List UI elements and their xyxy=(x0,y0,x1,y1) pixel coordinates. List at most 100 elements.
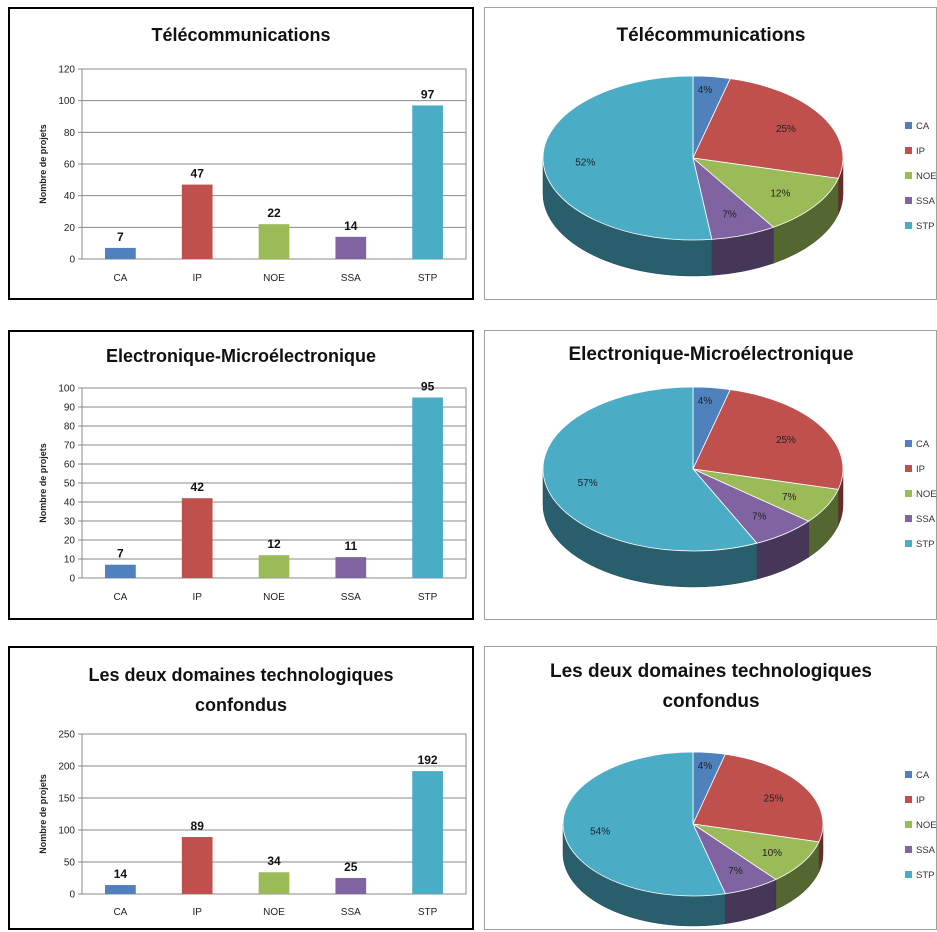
slice-stp xyxy=(542,386,758,552)
slice-label-ip: 25% xyxy=(776,435,796,446)
y-tick-label: 120 xyxy=(58,65,75,76)
x-tick-label-ip: IP xyxy=(192,273,202,284)
legend-label-ssa: SSA xyxy=(916,196,936,207)
bar-chart-telecom: Télécommunications 0 20 40 60 80 100 120 Nombre … xyxy=(38,25,467,284)
x-tick-label-ssa: SSA xyxy=(341,907,361,918)
y-tick-label: 100 xyxy=(58,96,75,107)
data-label-stp: 192 xyxy=(418,753,438,767)
chart-title-line-1: Les deux domaines technologiques xyxy=(550,661,872,682)
slice-noe xyxy=(692,823,820,880)
slice-label-noe: 7% xyxy=(782,492,797,503)
y-tick-label: 100 xyxy=(58,826,75,837)
pie-chart-electronique: Electronique-Microélectronique 4% 25% 7% 7% 5… xyxy=(542,344,937,588)
y-tick-label: 200 xyxy=(58,762,75,773)
y-tick-label: 20 xyxy=(64,223,76,234)
bar-noe xyxy=(258,872,290,894)
slice-stp xyxy=(562,751,726,897)
y-tick-label: 40 xyxy=(64,191,76,202)
chart-title: Télécommunications xyxy=(617,25,806,46)
chart-title-line-2: confondus xyxy=(195,695,287,715)
y-tick-label: 20 xyxy=(64,536,76,547)
slice-ip xyxy=(692,753,824,843)
slice-stp xyxy=(542,75,713,241)
legend-label-ca: CA xyxy=(916,439,930,450)
slice-label-ssa: 7% xyxy=(722,210,737,221)
y-tick-label: 50 xyxy=(64,479,76,490)
data-label-ca: 14 xyxy=(114,867,128,881)
data-label-stp: 95 xyxy=(421,380,435,394)
legend-label-stp: STP xyxy=(916,221,934,232)
x-tick-label-stp: STP xyxy=(418,592,438,603)
pie-chart-combined: Les deux domaines technologiques confondu… xyxy=(550,661,937,927)
data-label-ssa: 14 xyxy=(344,219,358,233)
legend-swatch-stp xyxy=(905,871,912,878)
bar-chart-panel-combined: Les deux domaines technologiques confondu… xyxy=(8,646,474,930)
pie-chart-panel-telecom: Télécommunications 4% 25% 12% 7% 52% CA IP NOE SS… xyxy=(484,7,937,300)
bar-ip xyxy=(181,837,213,894)
x-tick-label-ca: CA xyxy=(113,592,127,603)
data-label-ca: 7 xyxy=(117,547,124,561)
legend-swatch-noe xyxy=(905,172,912,179)
chart-title-line-1: Les deux domaines technologiques xyxy=(88,665,393,685)
y-tick-label: 90 xyxy=(64,403,76,414)
slice-label-ca: 4% xyxy=(698,85,713,96)
bar-chart-combined: Les deux domaines technologiques confondu… xyxy=(38,665,467,918)
y-tick-label: 100 xyxy=(58,384,75,395)
legend-swatch-ssa xyxy=(905,846,912,853)
y-axis-label: Nombre de projets xyxy=(38,443,48,523)
slice-label-ssa: 7% xyxy=(728,866,743,877)
data-label-noe: 34 xyxy=(267,854,281,868)
bar-noe xyxy=(258,555,290,578)
y-tick-label: 80 xyxy=(64,422,76,433)
legend-label-ip: IP xyxy=(916,464,925,475)
slice-label-ca: 4% xyxy=(698,396,713,407)
legend-label-stp: STP xyxy=(916,539,934,550)
x-tick-label-ca: CA xyxy=(113,907,127,918)
bar-ssa xyxy=(335,878,367,894)
slice-label-noe: 10% xyxy=(762,848,782,859)
bar-ssa xyxy=(335,236,367,259)
bar-stp xyxy=(412,397,443,578)
chart-title: Télécommunications xyxy=(151,25,330,45)
y-tick-label: 10 xyxy=(64,555,76,566)
x-tick-label-noe: NOE xyxy=(263,273,285,284)
chart-title: Electronique-Microélectronique xyxy=(568,344,853,365)
legend-swatch-ssa xyxy=(905,197,912,204)
slice-ip xyxy=(692,78,844,179)
legend-swatch-ip xyxy=(905,147,912,154)
x-tick-label-ca: CA xyxy=(113,273,127,284)
legend-swatch-stp xyxy=(905,222,912,229)
chart-title: Electronique-Microélectronique xyxy=(106,346,376,366)
x-tick-label-stp: STP xyxy=(418,907,438,918)
legend-label-stp: STP xyxy=(916,870,934,881)
x-tick-label-ssa: SSA xyxy=(341,592,361,603)
x-tick-label-ip: IP xyxy=(192,907,202,918)
data-label-ip: 89 xyxy=(191,819,205,833)
slice-ip xyxy=(692,389,844,490)
legend-label-ca: CA xyxy=(916,770,930,781)
y-tick-label: 60 xyxy=(64,460,76,471)
bar-noe xyxy=(258,224,290,259)
slice-label-ip: 25% xyxy=(776,124,796,135)
chart-title-line-2: confondus xyxy=(662,691,759,712)
x-tick-label-stp: STP xyxy=(418,273,438,284)
slice-label-ssa: 7% xyxy=(752,512,767,523)
x-tick-label-noe: NOE xyxy=(263,592,285,603)
y-tick-label: 250 xyxy=(58,730,75,741)
legend-swatch-ssa xyxy=(905,515,912,522)
data-label-ssa: 25 xyxy=(344,860,358,874)
y-tick-label: 40 xyxy=(64,498,76,509)
y-tick-label: 80 xyxy=(64,128,76,139)
bar-ssa xyxy=(335,557,367,578)
y-tick-label: 150 xyxy=(58,794,75,805)
legend-label-ssa: SSA xyxy=(916,514,936,525)
pie-chart-panel-electronique: Electronique-Microélectronique 4% 25% 7% 7% 5… xyxy=(484,330,937,620)
legend-label-noe: NOE xyxy=(916,489,937,500)
y-axis-label: Nombre de projets xyxy=(38,124,48,204)
legend-swatch-ip xyxy=(905,465,912,472)
y-tick-label: 0 xyxy=(69,255,75,266)
legend-swatch-ca xyxy=(905,440,912,447)
bar-stp xyxy=(412,771,443,894)
x-tick-label-noe: NOE xyxy=(263,907,285,918)
bar-chart-electronique: Electronique-Microélectronique 0 10 20 30 40 5… xyxy=(38,346,467,603)
